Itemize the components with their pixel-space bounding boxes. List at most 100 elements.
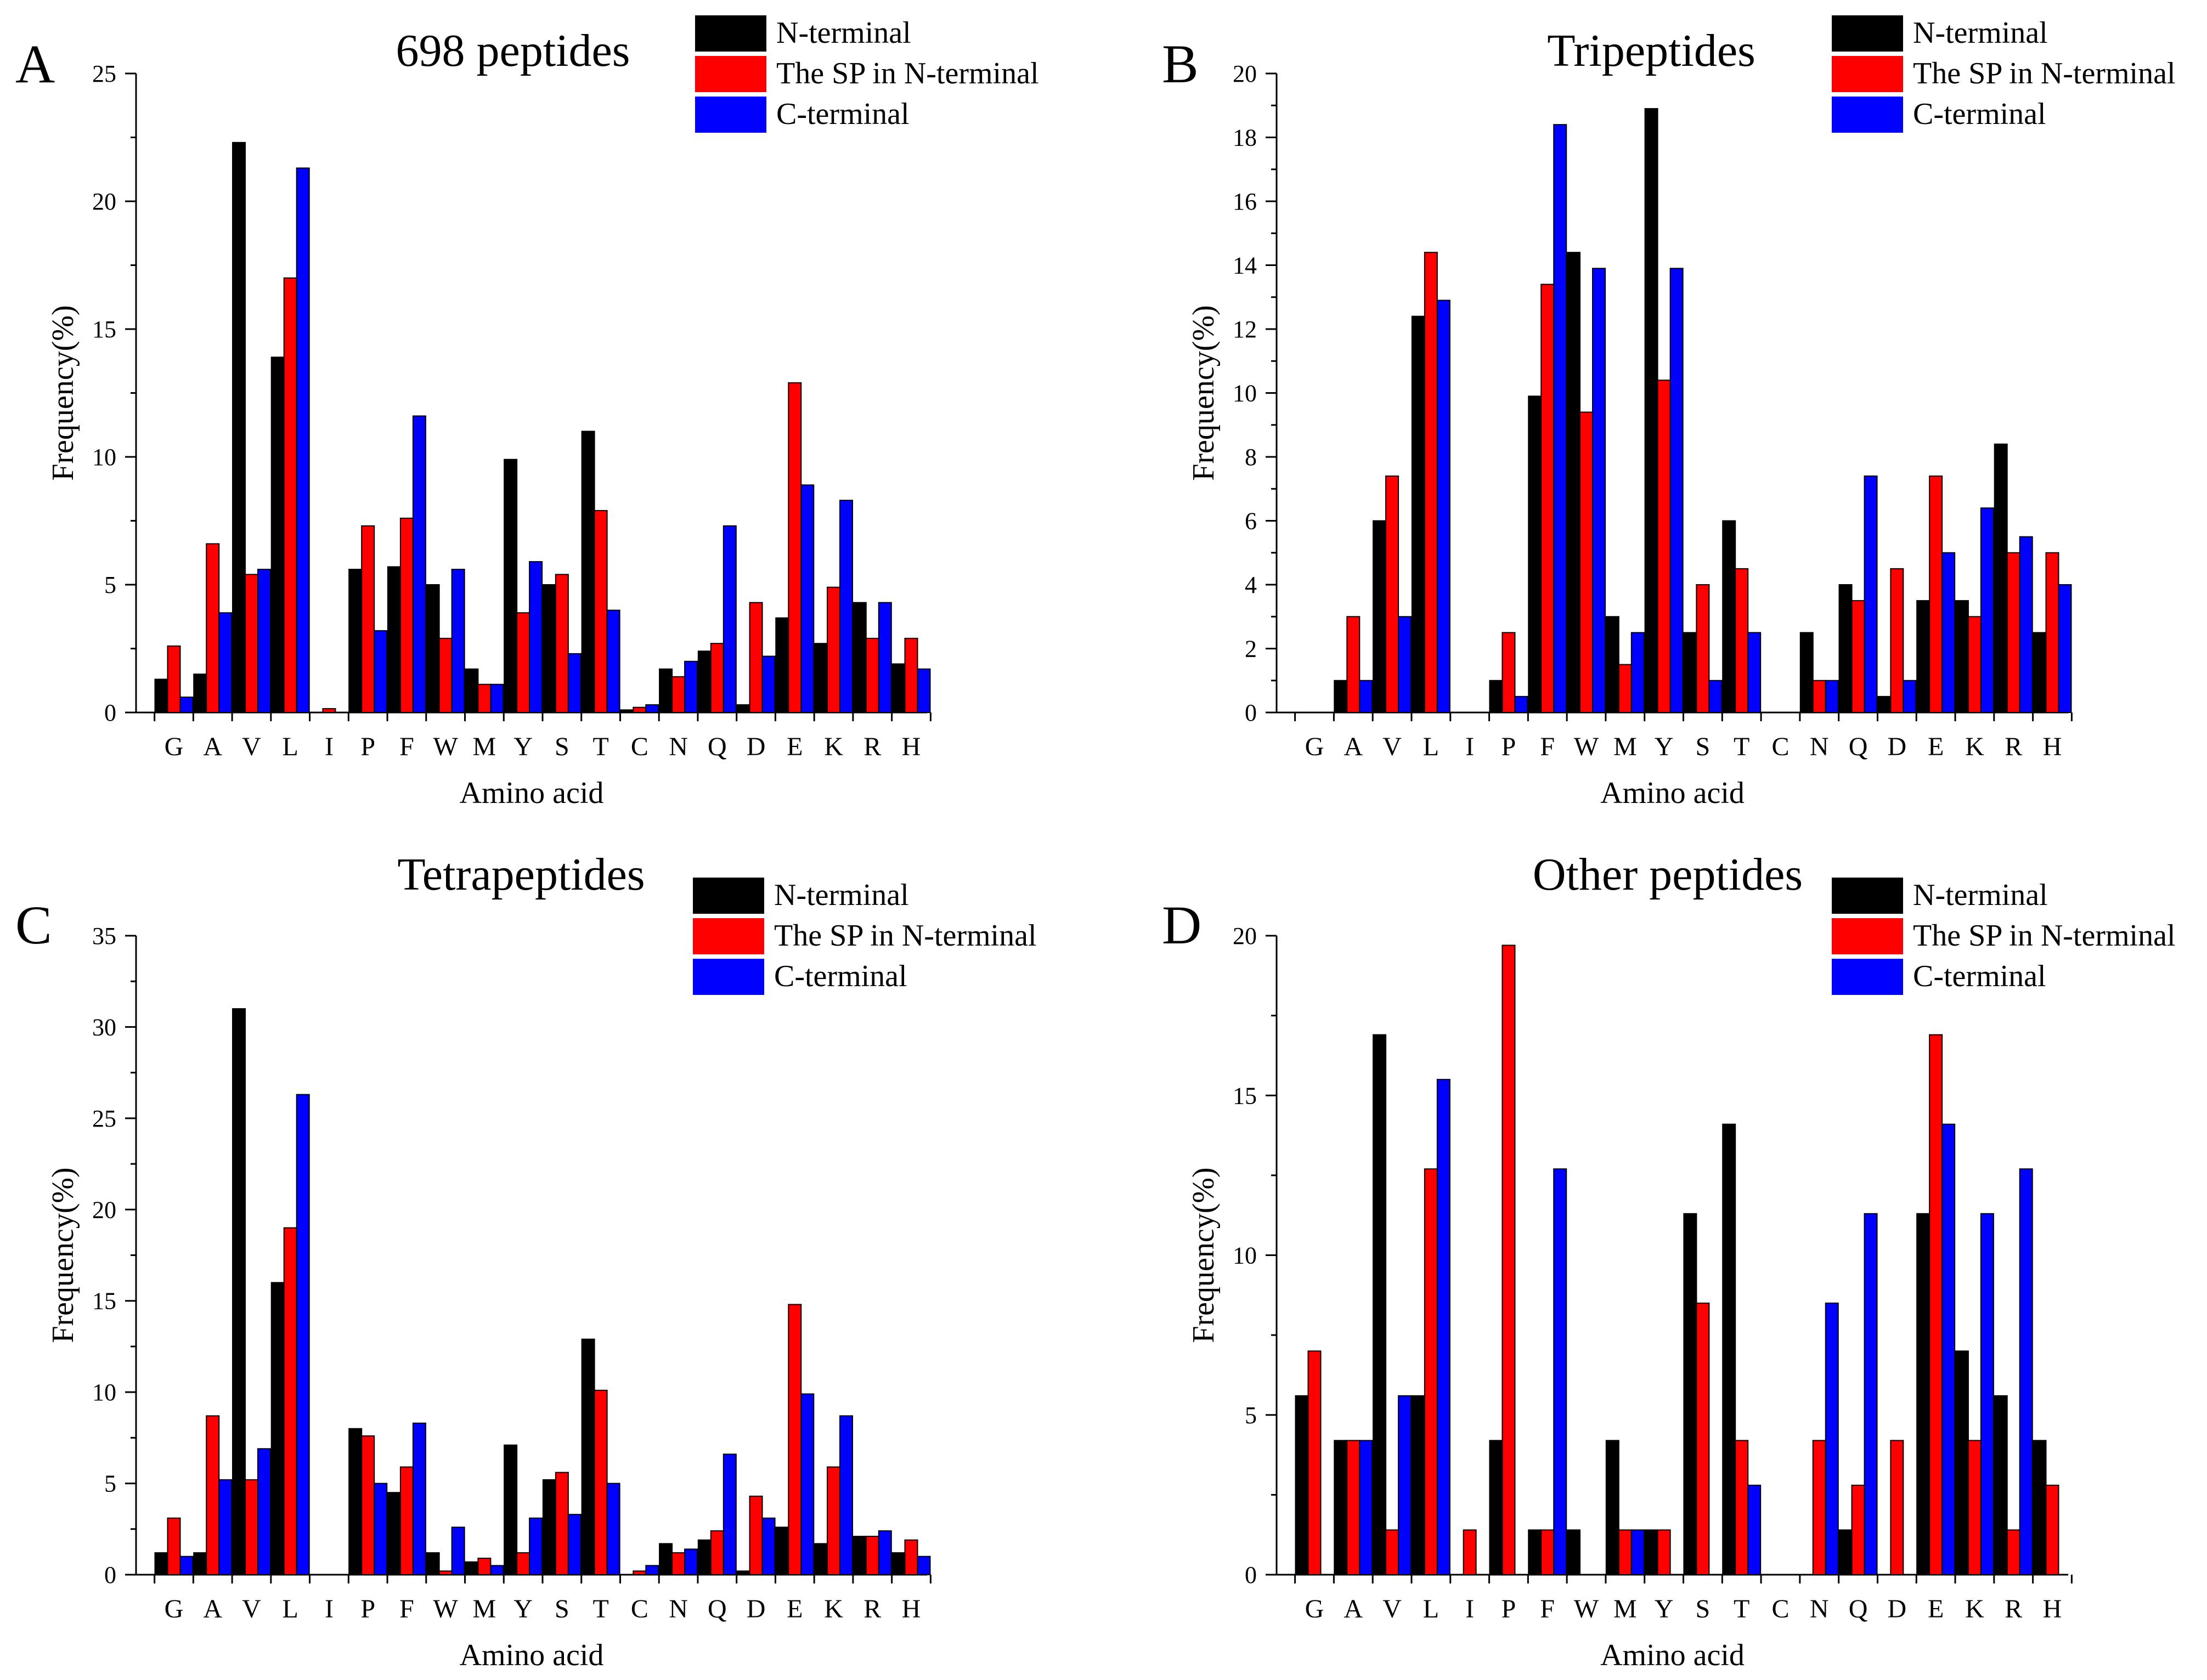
bar-n-terminal-k (1955, 600, 1969, 713)
bar-the-sp-in-n-terminal-n (1812, 680, 1826, 713)
x-tick-label-v: V (242, 1594, 261, 1624)
bar-c-terminal-h (2058, 584, 2072, 713)
legend-label: The SP in N-terminal (1913, 56, 2176, 90)
bar-c-terminal-p (374, 630, 388, 713)
bar-c-terminal-t (1747, 1484, 1762, 1575)
x-tick-label-h: H (2043, 732, 2062, 761)
legend-swatch (1832, 959, 1903, 995)
y-tick-label: 10 (1233, 1242, 1257, 1269)
x-tick-label-t: T (1734, 732, 1749, 761)
bar-n-terminal-l (270, 357, 285, 713)
x-tick-label-l: L (1423, 1594, 1439, 1624)
bar-the-sp-in-n-terminal-g (1307, 1350, 1322, 1575)
bar-n-terminal-t (581, 1338, 595, 1575)
bar-n-terminal-d (736, 1570, 750, 1575)
x-axis-label: Amino acid (460, 1638, 604, 1672)
bar-n-terminal-a (1334, 680, 1348, 713)
bar-the-sp-in-n-terminal-d (1890, 1440, 1904, 1576)
legend-swatch (1832, 97, 1903, 133)
bar-the-sp-in-n-terminal-h (904, 637, 918, 713)
bar-n-terminal-e (1916, 600, 1931, 713)
bar-n-terminal-d (736, 704, 750, 714)
panel-letter: A (15, 33, 55, 94)
x-tick-label-p: P (360, 1594, 375, 1624)
bar-c-terminal-l (1436, 1079, 1450, 1575)
x-tick-label-s: S (1696, 732, 1711, 761)
legend: N-terminal The SP in N-terminal C-terminal (1832, 15, 2176, 133)
legend-label: The SP in N-terminal (774, 919, 1037, 953)
bar-the-sp-in-n-terminal-m (1618, 1529, 1632, 1575)
bar-c-terminal-d (761, 655, 776, 713)
bar-c-terminal-t (1747, 632, 1762, 713)
bar-c-terminal-c (645, 1565, 659, 1576)
x-tick-label-y: Y (513, 1594, 533, 1624)
legend-swatch (1832, 918, 1903, 954)
bar-c-terminal-a (1359, 680, 1373, 713)
bar-c-terminal-q (723, 1453, 737, 1575)
y-tick-label: 15 (92, 1288, 116, 1315)
bar-c-terminal-v (1398, 1395, 1412, 1576)
legend-label: N-terminal (774, 878, 909, 912)
bar-c-terminal-n (1825, 680, 1839, 713)
legend-label: The SP in N-terminal (776, 56, 1039, 90)
bar-n-terminal-v (232, 1008, 246, 1575)
legend: N-terminal The SP in N-terminal C-terminal (1832, 878, 2176, 995)
bar-n-terminal-s (1683, 632, 1697, 713)
x-tick-label-m: M (1613, 1594, 1637, 1624)
y-tick-label: 10 (1233, 380, 1257, 407)
legend-label: N-terminal (776, 16, 911, 50)
bar-the-sp-in-n-terminal-t (594, 1389, 608, 1575)
legend-swatch (1832, 15, 1903, 52)
bar-c-terminal-l (296, 1094, 310, 1575)
x-tick-label-g: G (1305, 732, 1324, 761)
legend: N-terminal The SP in N-terminal C-terminal (693, 878, 1037, 995)
x-tick-label-p: P (360, 732, 375, 761)
x-tick-label-q: Q (1849, 732, 1868, 761)
bar-n-terminal-y (1644, 108, 1658, 714)
x-tick-label-i: I (1465, 1594, 1474, 1624)
bar-the-sp-in-n-terminal-p (361, 1435, 375, 1575)
bar-the-sp-in-n-terminal-t (1735, 1440, 1749, 1576)
x-tick-label-n: N (1810, 1594, 1829, 1624)
bar-c-terminal-n (684, 660, 698, 714)
bar-n-terminal-k (1955, 1350, 1969, 1575)
bar-n-terminal-v (1373, 1034, 1387, 1575)
bar-c-terminal-p (374, 1483, 388, 1576)
bar-n-terminal-k (814, 1543, 828, 1576)
y-tick-label: 35 (92, 923, 116, 949)
bar-the-sp-in-n-terminal-d (749, 1495, 763, 1575)
panel-letter: C (15, 895, 52, 955)
bar-c-terminal-w (451, 1526, 465, 1575)
x-tick-label-g: G (165, 1594, 184, 1624)
bar-n-terminal-h (2033, 1440, 2047, 1576)
bar-n-terminal-s (1683, 1213, 1697, 1575)
bar-n-terminal-y (1644, 1529, 1658, 1575)
bar-n-terminal-r (1994, 1395, 2008, 1576)
bar-the-sp-in-n-terminal-k (1967, 616, 1982, 713)
bar-n-terminal-q (697, 650, 712, 714)
x-tick-label-y: Y (513, 732, 533, 761)
bar-the-sp-in-n-terminal-v (244, 1479, 258, 1576)
bar-the-sp-in-n-terminal-n (671, 676, 686, 714)
bar-the-sp-in-n-terminal-r (865, 1536, 879, 1576)
bar-the-sp-in-n-terminal-c (633, 1570, 647, 1575)
bar-c-terminal-w (451, 569, 465, 714)
bar-n-terminal-f (1528, 395, 1542, 713)
bar-the-sp-in-n-terminal-m (1618, 664, 1632, 713)
y-tick-label: 20 (1233, 60, 1257, 87)
bar-c-terminal-m (1630, 632, 1645, 713)
bar-n-terminal-n (659, 668, 673, 714)
bar-c-terminal-q (1864, 1213, 1878, 1575)
x-tick-label-e: E (787, 1594, 803, 1624)
bar-the-sp-in-n-terminal-g (167, 1517, 181, 1575)
x-tick-label-c: C (1771, 732, 1789, 761)
bar-n-terminal-f (387, 566, 401, 713)
bar-c-terminal-v (1398, 616, 1412, 713)
bar-n-terminal-n (1799, 632, 1814, 713)
bar-the-sp-in-n-terminal-d (749, 602, 763, 713)
bar-n-terminal-e (775, 1526, 789, 1575)
bar-the-sp-in-n-terminal-l (283, 277, 297, 713)
bar-c-terminal-t (606, 1483, 620, 1576)
